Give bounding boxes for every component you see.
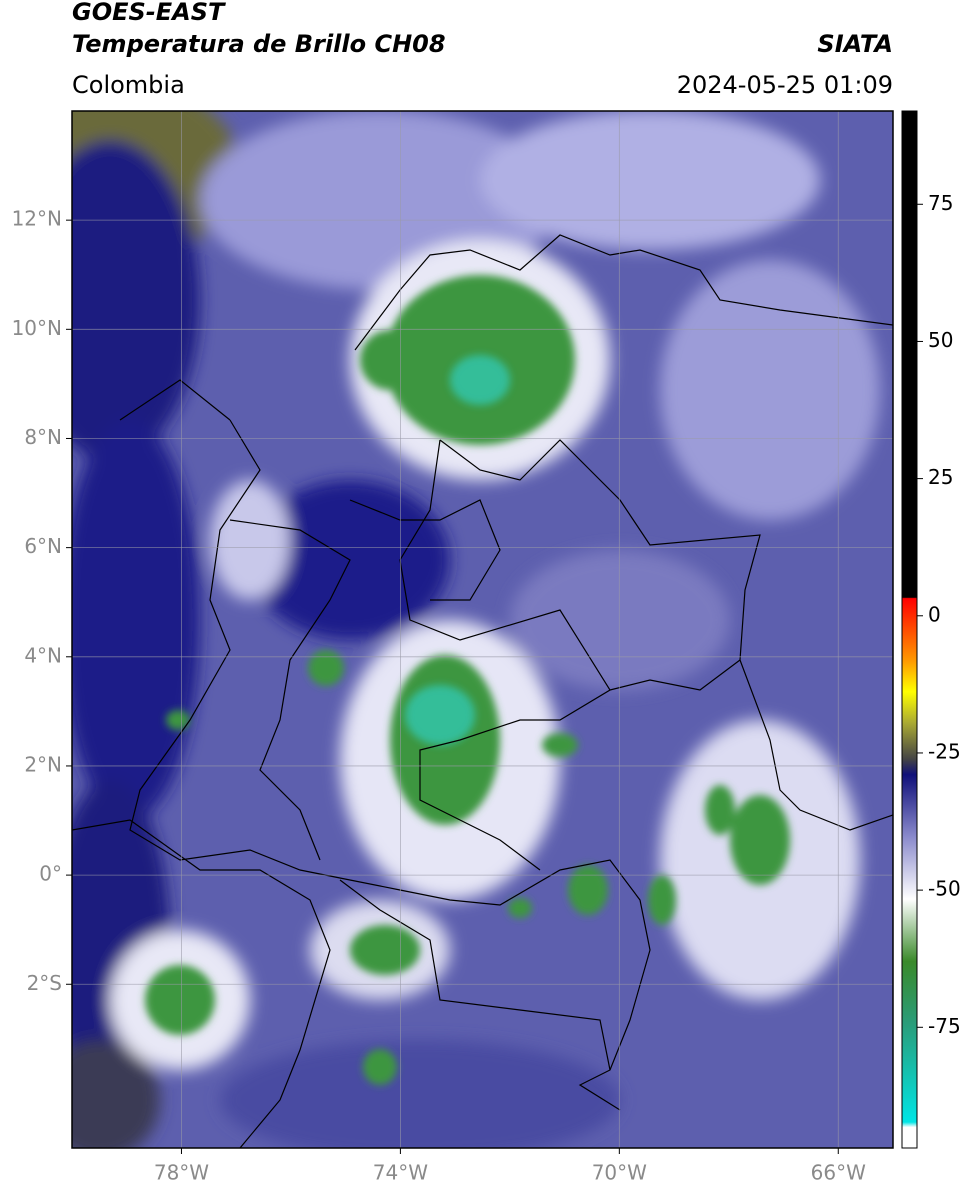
colorbar-tick-label: 50: [928, 328, 953, 352]
grid: [72, 111, 893, 1148]
title-line2: Temperatura de Brillo CH08: [72, 30, 446, 58]
colorbar: [901, 110, 918, 1149]
y-tick-label: 2°S: [27, 971, 62, 995]
y-tick-label: 8°N: [24, 425, 62, 449]
y-tick-label: 12°N: [12, 207, 62, 231]
source: SIATA: [817, 30, 893, 58]
x-tick-label: 78°W: [154, 1161, 209, 1185]
x-tick-label: 74°W: [373, 1161, 428, 1185]
colorbar-tick-label: -25: [928, 739, 961, 763]
colorbar-tick-label: 0: [928, 602, 941, 626]
colorbar-tick-label: 75: [928, 191, 953, 215]
colorbar-tick-label: -75: [928, 1014, 961, 1038]
borders: [72, 234, 893, 1148]
y-tick-label: 2°N: [24, 752, 62, 776]
y-tick-label: 10°N: [12, 316, 62, 340]
y-tick-label: 0°: [39, 862, 62, 886]
timestamp: 2024-05-25 01:09: [677, 71, 893, 99]
colorbar-tick-label: 25: [928, 465, 953, 489]
colorbar-tick-label: -50: [928, 877, 961, 901]
x-tick-label: 66°W: [811, 1161, 866, 1185]
map-frame: [71, 110, 894, 1149]
satellite-image: [72, 111, 893, 1148]
y-tick-label: 4°N: [24, 643, 62, 667]
x-tick-label: 70°W: [592, 1161, 647, 1185]
y-tick-label: 6°N: [24, 534, 62, 558]
region: Colombia: [72, 71, 185, 99]
title-line1: GOES-EAST: [72, 0, 226, 26]
